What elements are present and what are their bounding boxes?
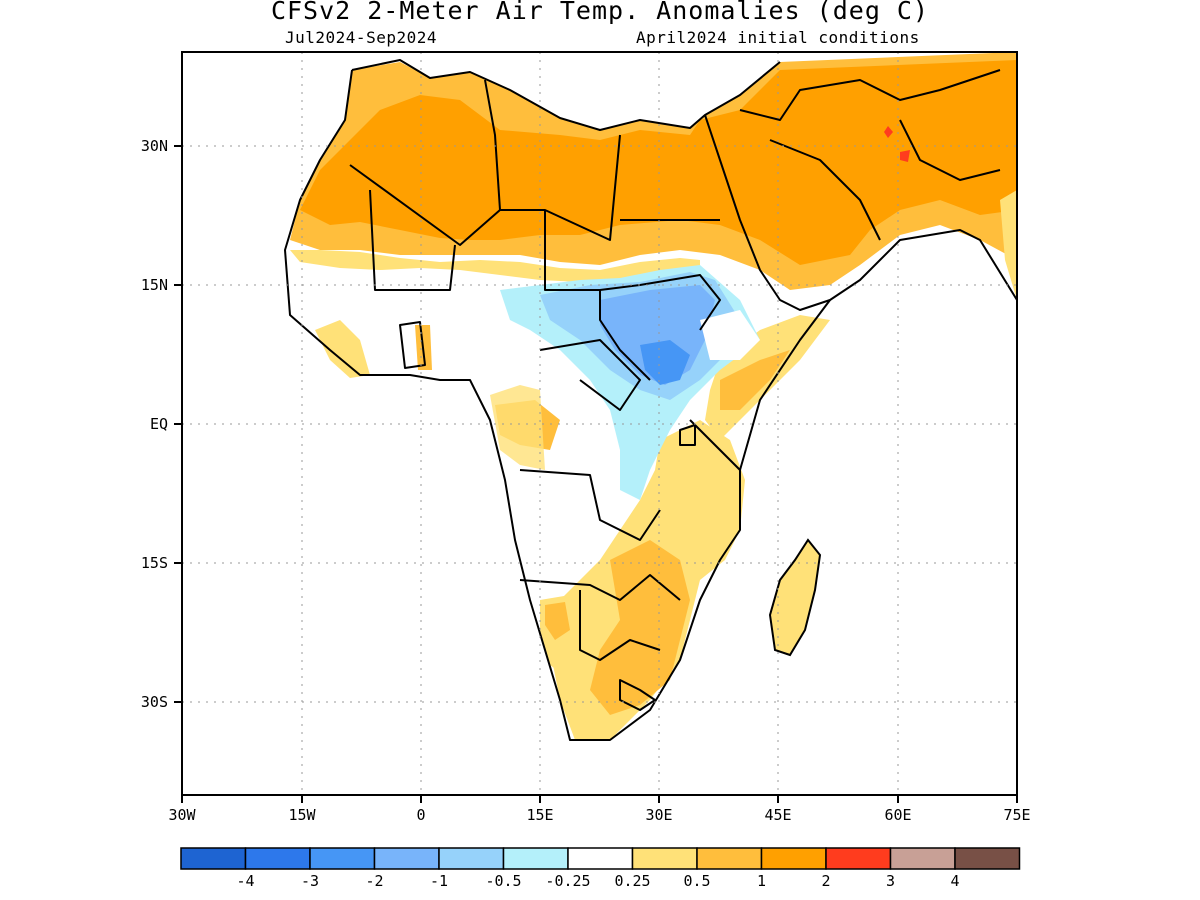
legend-label: 3 <box>886 872 895 890</box>
warm-moderate-horn <box>720 350 790 410</box>
lon-tick-label: 15W <box>288 806 316 824</box>
legend-color-box <box>373 847 440 870</box>
lon-tick-label: 0 <box>416 806 425 824</box>
madagascar <box>768 538 822 657</box>
cool-strong-south-sudan <box>640 340 690 385</box>
legend-label: -2 <box>365 872 383 890</box>
legend-label: -0.5 <box>485 872 521 890</box>
warm-moderate-namibia <box>545 602 570 640</box>
legend-color-box <box>309 847 376 870</box>
legend-color-box <box>180 847 247 870</box>
legend-boxes <box>180 847 1021 870</box>
forecast-period: Jul2024-Sep2024 <box>285 28 437 47</box>
lat-tick-label: 30S <box>141 693 168 711</box>
legend-label: 4 <box>950 872 959 890</box>
lon-tick-label: 60E <box>884 806 911 824</box>
warm-moderate-southern-africa <box>590 540 690 715</box>
legend-color-box <box>889 847 956 870</box>
warm-weak-india <box>1000 190 1017 300</box>
legend-color-box <box>244 847 311 870</box>
legend-label: 0.25 <box>614 872 650 890</box>
warm-extreme-iran <box>884 126 910 162</box>
lon-tick-label: 30E <box>645 806 672 824</box>
legend-color-box <box>825 847 892 870</box>
legend-color-box <box>631 847 698 870</box>
legend-labels: -4 -3 -2 -1 -0.5 -0.25 0.25 0.5 1 2 3 4 <box>236 872 959 890</box>
legend-label: -3 <box>301 872 319 890</box>
legend-color-box <box>502 847 569 870</box>
lat-tick-label: EQ <box>150 415 168 433</box>
lon-tick-label: 45E <box>764 806 791 824</box>
legend-color-box <box>954 847 1021 870</box>
lon-tick-label: 75E <box>1003 806 1030 824</box>
lat-tick-label: 15S <box>141 554 168 572</box>
legend-label: -4 <box>236 872 254 890</box>
lon-tick-label: 15E <box>526 806 553 824</box>
anomaly-map: 30W 15W 0 15E 30E 45E 60E 75E 30N 15N EQ… <box>141 51 1031 824</box>
lat-tick-label: 15N <box>141 276 168 294</box>
map-title: CFSv2 2-Meter Air Temp. Anomalies (deg C… <box>270 0 930 25</box>
initial-conditions: April2024 initial conditions <box>636 28 920 47</box>
legend-label: 2 <box>821 872 830 890</box>
legend-color-box <box>438 847 505 870</box>
warm-weak-gabon <box>490 385 545 470</box>
legend-color-box <box>567 847 634 870</box>
legend-color-box <box>760 847 827 870</box>
lon-tick-label: 30W <box>168 806 196 824</box>
warm-strong-north <box>300 60 1017 265</box>
warm-weak-sahel <box>290 250 700 282</box>
grid-lines <box>182 52 1017 795</box>
legend-label: -0.25 <box>545 872 590 890</box>
legend-label: -1 <box>430 872 448 890</box>
legend-label: 1 <box>757 872 766 890</box>
cool-weak-east <box>700 310 760 360</box>
legend-label: 0.5 <box>683 872 710 890</box>
country-borders <box>284 59 1017 741</box>
warm-weak-westafrica <box>315 320 370 378</box>
axis-ticks <box>174 145 1018 803</box>
legend-color-box <box>696 847 763 870</box>
lat-tick-label: 30N <box>141 137 168 155</box>
